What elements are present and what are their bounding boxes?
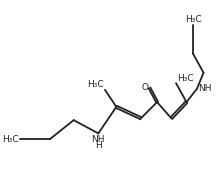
Text: O: O bbox=[141, 83, 148, 92]
Text: H: H bbox=[95, 141, 102, 149]
Text: NH: NH bbox=[198, 84, 211, 93]
Text: H₃C: H₃C bbox=[177, 74, 194, 83]
Text: H₃C: H₃C bbox=[185, 15, 201, 24]
Text: H₃C: H₃C bbox=[2, 135, 19, 144]
Text: H₃C: H₃C bbox=[87, 80, 104, 89]
Text: NH: NH bbox=[91, 135, 105, 144]
